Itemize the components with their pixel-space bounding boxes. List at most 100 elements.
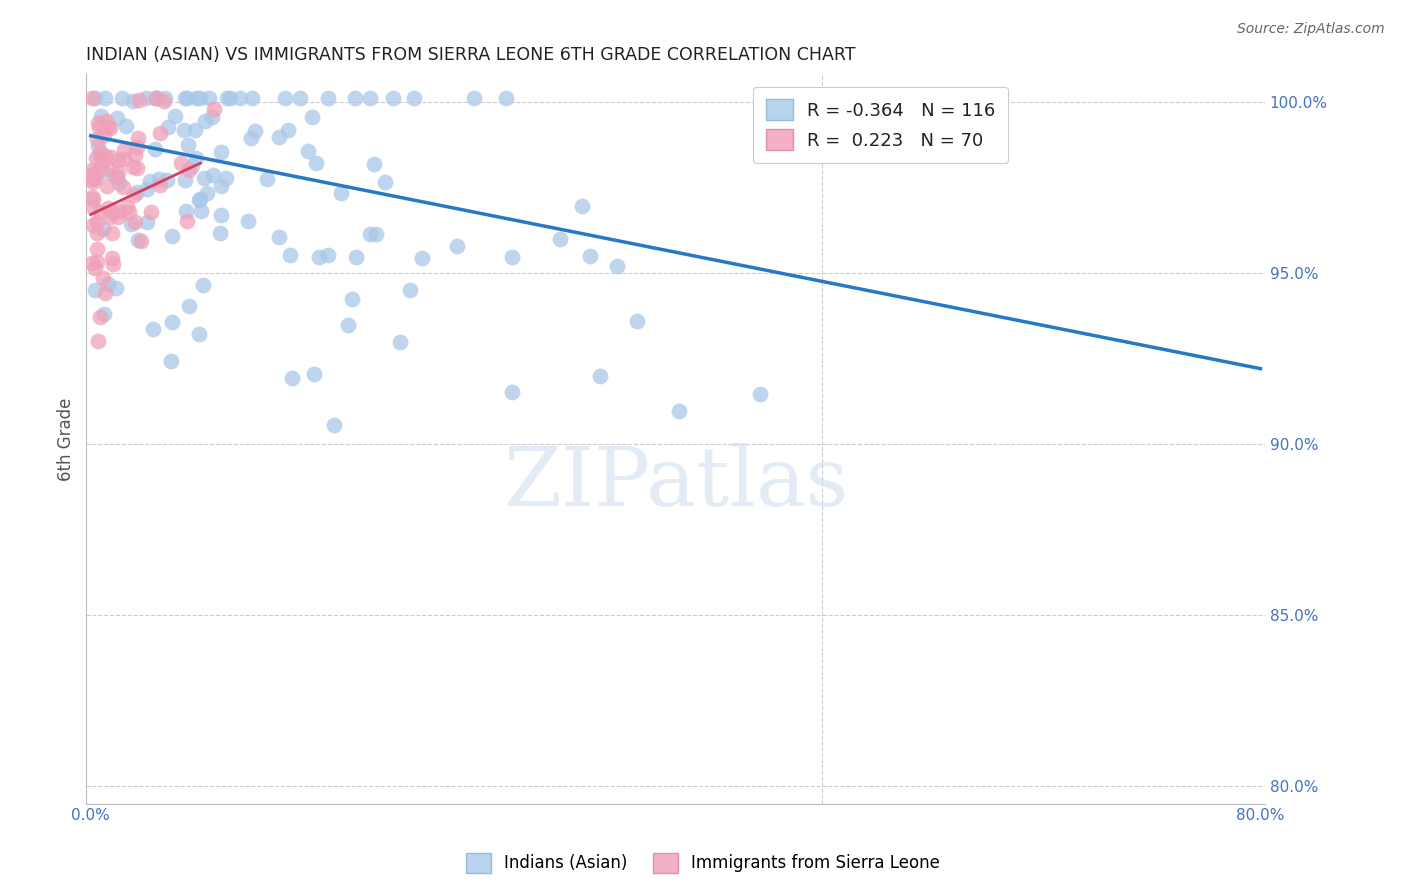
Point bbox=[302, 367, 325, 381]
Point bbox=[217, 91, 239, 105]
Point bbox=[157, 120, 180, 134]
Point bbox=[176, 214, 198, 228]
Point bbox=[188, 192, 211, 206]
Point bbox=[176, 204, 198, 219]
Point bbox=[363, 157, 385, 171]
Point bbox=[97, 201, 120, 215]
Point bbox=[125, 140, 148, 154]
Point bbox=[101, 205, 124, 219]
Point bbox=[142, 322, 165, 336]
Point bbox=[98, 120, 121, 135]
Point bbox=[82, 91, 104, 105]
Point bbox=[267, 130, 290, 145]
Point bbox=[156, 173, 179, 187]
Point bbox=[191, 277, 214, 292]
Point bbox=[366, 227, 388, 241]
Legend: Indians (Asian), Immigrants from Sierra Leone: Indians (Asian), Immigrants from Sierra … bbox=[460, 847, 946, 880]
Point bbox=[93, 307, 115, 321]
Legend: R = -0.364   N = 116, R =  0.223   N = 70: R = -0.364 N = 116, R = 0.223 N = 70 bbox=[754, 87, 1008, 163]
Point bbox=[187, 327, 209, 342]
Point bbox=[84, 91, 107, 105]
Point bbox=[135, 91, 157, 105]
Point bbox=[97, 120, 120, 135]
Point bbox=[139, 174, 162, 188]
Text: Source: ZipAtlas.com: Source: ZipAtlas.com bbox=[1237, 22, 1385, 37]
Point bbox=[359, 91, 381, 105]
Point bbox=[84, 171, 107, 186]
Point bbox=[316, 91, 339, 105]
Point bbox=[89, 310, 111, 325]
Point bbox=[190, 204, 212, 219]
Point bbox=[269, 230, 291, 244]
Point bbox=[86, 131, 108, 145]
Point bbox=[82, 176, 104, 190]
Point bbox=[359, 227, 381, 242]
Point bbox=[381, 91, 404, 105]
Point bbox=[104, 281, 127, 295]
Point bbox=[120, 217, 142, 231]
Point bbox=[93, 91, 115, 105]
Point bbox=[173, 123, 195, 137]
Point bbox=[153, 94, 176, 108]
Point bbox=[87, 334, 110, 349]
Point bbox=[181, 159, 204, 173]
Point bbox=[97, 161, 120, 176]
Point bbox=[118, 205, 141, 219]
Point bbox=[626, 314, 648, 328]
Point bbox=[93, 286, 115, 301]
Point bbox=[128, 93, 150, 107]
Point bbox=[125, 185, 148, 199]
Point bbox=[277, 123, 299, 137]
Point bbox=[402, 91, 425, 105]
Point bbox=[578, 249, 600, 263]
Point bbox=[209, 145, 232, 160]
Text: ZIPatlas: ZIPatlas bbox=[503, 442, 848, 523]
Point bbox=[162, 315, 184, 329]
Point bbox=[82, 218, 104, 232]
Point bbox=[278, 248, 301, 262]
Point bbox=[90, 110, 112, 124]
Point bbox=[501, 250, 523, 264]
Point bbox=[86, 242, 108, 256]
Point bbox=[82, 172, 104, 186]
Point bbox=[82, 163, 104, 178]
Point bbox=[209, 208, 232, 222]
Point bbox=[111, 91, 134, 105]
Point bbox=[177, 299, 200, 313]
Point bbox=[273, 91, 295, 105]
Point bbox=[107, 176, 129, 190]
Point bbox=[124, 215, 146, 229]
Point bbox=[288, 91, 311, 105]
Point bbox=[87, 120, 110, 134]
Point bbox=[89, 147, 111, 161]
Point bbox=[463, 91, 485, 105]
Point bbox=[89, 145, 111, 159]
Point bbox=[122, 160, 145, 174]
Point bbox=[121, 94, 143, 108]
Point bbox=[84, 166, 107, 180]
Point bbox=[301, 111, 323, 125]
Point bbox=[668, 404, 690, 418]
Point bbox=[148, 172, 170, 186]
Point bbox=[91, 271, 114, 285]
Point bbox=[149, 178, 172, 192]
Point bbox=[124, 148, 146, 162]
Point bbox=[316, 248, 339, 262]
Point bbox=[589, 369, 612, 384]
Point bbox=[186, 91, 208, 105]
Point bbox=[107, 153, 129, 167]
Point bbox=[97, 277, 120, 292]
Point bbox=[112, 152, 135, 166]
Point bbox=[82, 200, 104, 214]
Point bbox=[86, 215, 108, 229]
Point bbox=[114, 119, 136, 133]
Point bbox=[129, 235, 152, 249]
Point bbox=[91, 163, 114, 178]
Point bbox=[201, 168, 224, 182]
Point bbox=[308, 250, 330, 264]
Point bbox=[107, 210, 129, 224]
Point bbox=[149, 126, 172, 140]
Point bbox=[240, 131, 263, 145]
Point bbox=[209, 226, 232, 240]
Point bbox=[107, 165, 129, 179]
